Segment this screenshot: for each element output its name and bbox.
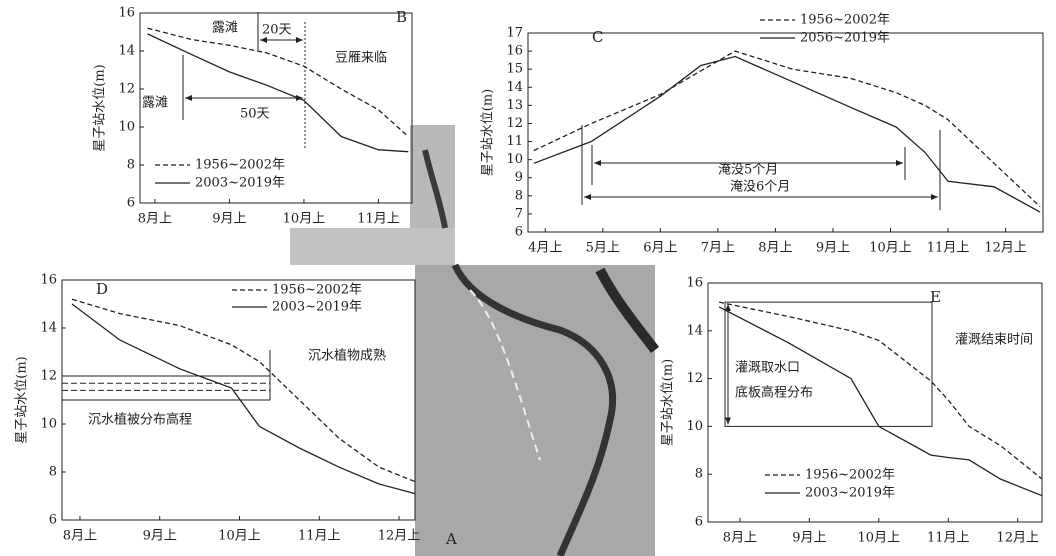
y-tick-label: 12 — [118, 82, 135, 97]
chart-panel: 6 7 8 9 10 11 12 13 14 15 16 17 4月上 5月上 6月上 7月上 8月上 9月上 10… — [481, 13, 1044, 256]
y-tick-label: 6 — [515, 225, 523, 240]
series-line — [72, 304, 415, 494]
x-tick-label: 10月上 — [858, 531, 901, 546]
y-tick-label: 9 — [515, 170, 523, 185]
chart-title: C — [592, 28, 603, 46]
plot-frame — [140, 13, 412, 203]
y-tick-label: 12 — [40, 369, 57, 384]
annotation: 露滩 — [212, 21, 238, 36]
y-tick-label: 8 — [515, 188, 523, 203]
x-tick-label: 11月上 — [927, 241, 970, 256]
annotation: 淹没6个月 — [730, 180, 790, 195]
annotation: 底板高程分布 — [735, 385, 813, 401]
y-tick-label: 17 — [506, 26, 523, 41]
y-tick-label: 16 — [686, 276, 703, 291]
annotation: 淹没5个月 — [718, 163, 778, 178]
legend-label: 2056~2019年 — [800, 31, 890, 46]
x-tick-label: 11月上 — [357, 212, 400, 227]
legend-label: 1956~2002年 — [272, 283, 362, 298]
legend-label: 1956~2002年 — [800, 13, 890, 28]
annotation: 灌溉取水口 — [735, 361, 800, 376]
y-tick-label: 8 — [49, 465, 57, 480]
x-tick-label: 10月上 — [869, 241, 912, 256]
y-tick-label: 14 — [686, 323, 703, 338]
y-tick-label: 16 — [506, 44, 523, 59]
y-tick-label: 14 — [118, 44, 135, 59]
y-tick-label: 15 — [506, 62, 523, 77]
x-tick-label: 10月上 — [283, 212, 326, 227]
x-tick-label: 12月上 — [996, 531, 1039, 546]
y-tick-label: 8 — [127, 158, 135, 173]
x-tick-label: 10月上 — [218, 529, 261, 544]
legend-label: 2003~2019年 — [805, 486, 895, 501]
x-tick-label: 8月上 — [723, 531, 757, 546]
x-tick-label: 7月上 — [701, 241, 735, 256]
y-tick-label: 11 — [506, 134, 523, 149]
x-tick-label: 9月上 — [792, 531, 826, 546]
annotation: 豆雁来临 — [335, 51, 387, 66]
figure: A 6 8 10 12 14 16 8月上 9月上 10月上 11月上 B 星子站水位(m) 1956~… — [0, 0, 1056, 556]
y-tick-label: 6 — [49, 513, 57, 528]
highlight-box — [62, 376, 270, 400]
x-tick-label: 8月上 — [138, 212, 172, 227]
x-tick-label: 4月上 — [528, 241, 562, 256]
y-tick-label: 12 — [686, 371, 703, 386]
chart-panel: 6 8 10 12 14 16 8月上 9月上 10月上 11月上 B 星子站水位(m) 1956~20… — [93, 6, 413, 227]
y-axis-label: 星子站水位(m) — [661, 359, 676, 446]
y-tick-label: 16 — [118, 6, 135, 21]
annotation: 沉水植物成熟 — [308, 348, 386, 364]
y-tick-label: 6 — [127, 196, 135, 211]
legend-label: 2003~2019年 — [272, 300, 362, 315]
x-tick-label: 8月上 — [758, 241, 792, 256]
series-line — [148, 28, 409, 136]
legend-label: 1956~2002年 — [195, 158, 285, 173]
x-tick-label: 8月上 — [63, 529, 97, 544]
y-tick-label: 10 — [118, 120, 135, 135]
x-tick-label: 5月上 — [586, 241, 620, 256]
chart-panel: 6 8 10 12 14 16 8月上 9月上 10月上 11月上 12月上 D 星子站水位(m) 195… — [15, 273, 421, 544]
annotation: 50天 — [240, 107, 270, 122]
y-tick-label: 14 — [40, 321, 57, 336]
x-tick-label: 9月上 — [212, 212, 246, 227]
chart-title: D — [96, 280, 108, 298]
y-tick-label: 10 — [40, 417, 57, 432]
y-axis-label: 星子站水位(m) — [15, 356, 30, 443]
x-tick-label: 11月上 — [298, 529, 341, 544]
annotation: 沉水植被分布高程 — [88, 412, 192, 428]
y-tick-label: 7 — [515, 206, 523, 221]
x-tick-label: 6月上 — [643, 241, 677, 256]
y-tick-label: 14 — [506, 80, 523, 95]
x-tick-label: 11月上 — [927, 531, 970, 546]
chart-title: B — [396, 8, 407, 26]
y-tick-label: 10 — [686, 419, 703, 434]
map-tile — [290, 228, 455, 265]
map-image: A — [290, 125, 655, 556]
y-tick-label: 8 — [695, 467, 703, 482]
legend-label: 2003~2019年 — [195, 176, 285, 191]
annotation: 20天 — [262, 23, 292, 38]
annotation: 露滩 — [142, 96, 168, 111]
x-tick-label: 12月上 — [984, 241, 1027, 256]
x-tick-label: 9月上 — [143, 529, 177, 544]
x-tick-label: 12月上 — [378, 529, 421, 544]
y-tick-label: 12 — [506, 116, 523, 131]
x-tick-label: 9月上 — [816, 241, 850, 256]
y-axis-label: 星子站水位(m) — [481, 89, 496, 176]
y-tick-label: 16 — [40, 273, 57, 288]
legend-label: 1956~2002年 — [805, 468, 895, 483]
annotation: 灌溉结束时间 — [955, 333, 1033, 348]
y-tick-label: 10 — [506, 152, 523, 167]
y-tick-label: 6 — [695, 515, 703, 530]
y-tick-label: 13 — [506, 98, 523, 113]
y-axis-label: 星子站水位(m) — [93, 64, 108, 151]
map-label: A — [445, 530, 457, 548]
